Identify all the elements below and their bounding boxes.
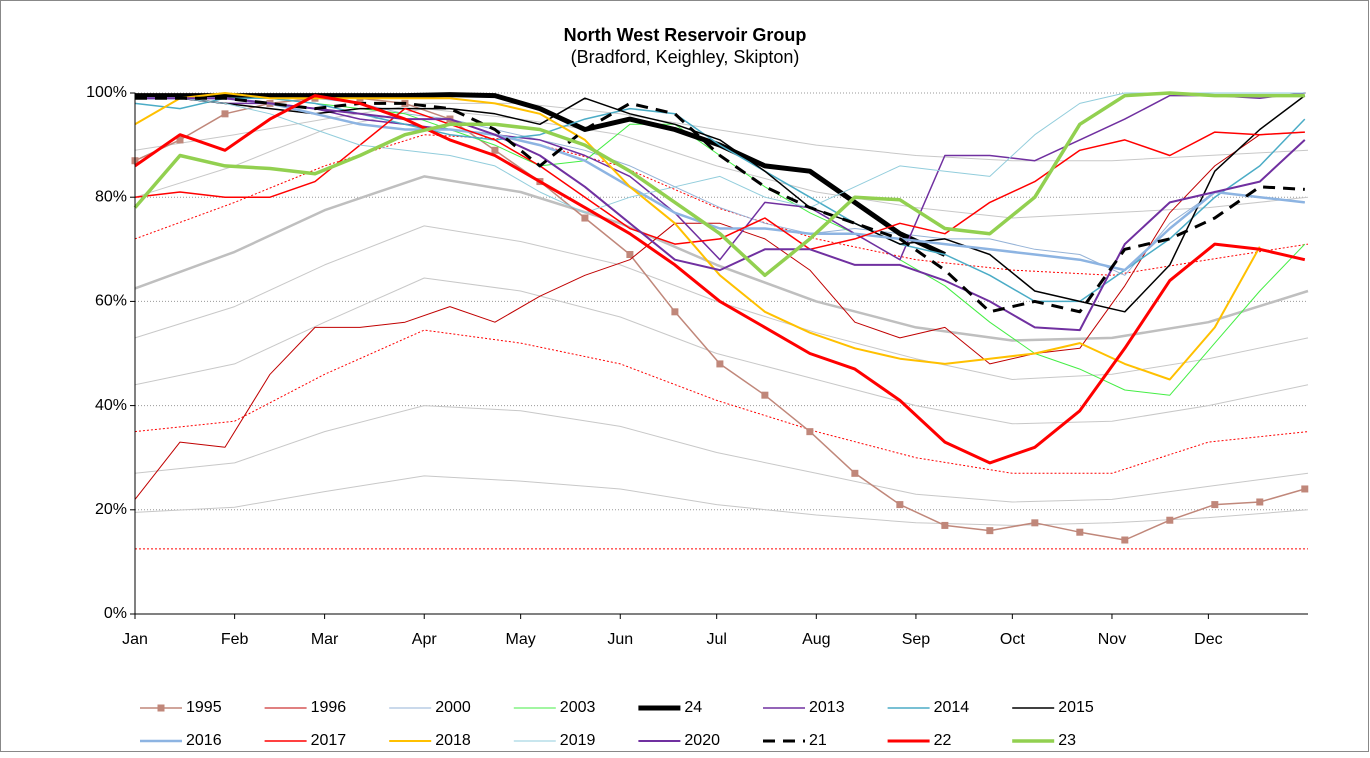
series-line xyxy=(135,97,1306,332)
series-line xyxy=(135,92,946,257)
legend-label: 24 xyxy=(684,699,702,716)
line-marker xyxy=(1256,498,1264,506)
reference-line xyxy=(134,102,1309,162)
series-line xyxy=(135,95,1306,313)
legend-label: 2018 xyxy=(435,732,471,749)
x-tick-label: Nov xyxy=(1098,631,1126,648)
reference-line xyxy=(134,134,1309,276)
legend-label: 2017 xyxy=(311,732,347,749)
x-tick-label: May xyxy=(506,631,536,648)
line-marker xyxy=(626,251,634,259)
y-tick-label: 40% xyxy=(95,397,127,414)
legend-label: 2000 xyxy=(435,699,471,716)
line-marker xyxy=(896,501,904,509)
x-tick-label: Dec xyxy=(1194,631,1222,648)
x-tick-label: Sep xyxy=(902,631,931,648)
line-marker xyxy=(221,110,229,118)
series-line xyxy=(133,91,1305,278)
line-marker xyxy=(1031,519,1039,527)
legend-label: 2019 xyxy=(560,732,596,749)
reference-line xyxy=(134,475,1309,526)
x-tick-label: Mar xyxy=(311,631,339,648)
line-marker xyxy=(671,308,679,316)
x-tick-label: Feb xyxy=(221,631,249,648)
legend-marker xyxy=(157,704,165,712)
y-tick-label: 0% xyxy=(104,605,127,622)
x-tick-label: Jan xyxy=(122,631,148,648)
reference-line xyxy=(134,329,1309,474)
legend-label: 2020 xyxy=(684,732,720,749)
legend-label: 2016 xyxy=(186,732,222,749)
x-tick-label: Aug xyxy=(802,631,830,648)
line-marker xyxy=(941,521,949,529)
line-marker xyxy=(806,428,814,436)
line-marker xyxy=(851,469,859,477)
legend-label: 1996 xyxy=(311,699,347,716)
reference-line xyxy=(134,108,1309,219)
y-tick-label: 80% xyxy=(95,188,127,205)
x-tick-label: Apr xyxy=(412,631,438,648)
series-line xyxy=(134,97,1306,303)
y-tick-label: 20% xyxy=(95,501,127,518)
line-marker xyxy=(716,360,724,368)
series-line xyxy=(135,92,1305,214)
series-line xyxy=(134,131,1305,500)
line-marker xyxy=(1166,516,1174,524)
series-line xyxy=(135,96,1305,272)
chart-subtitle: (Bradford, Keighley, Skipton) xyxy=(571,47,800,67)
line-marker xyxy=(581,214,589,222)
line-marker xyxy=(176,136,184,144)
legend-label: 2013 xyxy=(809,699,845,716)
y-tick-label: 60% xyxy=(95,293,127,310)
line-marker xyxy=(761,391,769,399)
chart-title: North West Reservoir Group xyxy=(564,25,807,45)
x-tick-label: Jul xyxy=(706,631,726,648)
legend-label: 21 xyxy=(809,732,827,749)
reference-line xyxy=(134,225,1309,380)
line-marker xyxy=(986,527,994,535)
legend-label: 23 xyxy=(1058,732,1076,749)
legend-label: 2014 xyxy=(934,699,970,716)
series-line xyxy=(134,94,1306,465)
x-tick-label: Oct xyxy=(1000,631,1025,648)
line-marker xyxy=(1301,485,1309,493)
line-marker xyxy=(491,146,499,154)
legend-label: 1995 xyxy=(186,699,222,716)
legend-label: 2015 xyxy=(1058,699,1094,716)
x-tick-label: Jun xyxy=(607,631,633,648)
y-tick-label: 100% xyxy=(86,84,127,101)
reference-line xyxy=(134,405,1309,503)
reference-line xyxy=(134,277,1309,425)
legend-label: 22 xyxy=(934,732,952,749)
line-marker xyxy=(1211,501,1219,509)
legend-label: 2003 xyxy=(560,699,596,716)
reference-line xyxy=(134,175,1309,342)
line-marker xyxy=(1121,536,1129,544)
line-marker xyxy=(1076,528,1084,536)
series-line xyxy=(135,96,1305,314)
